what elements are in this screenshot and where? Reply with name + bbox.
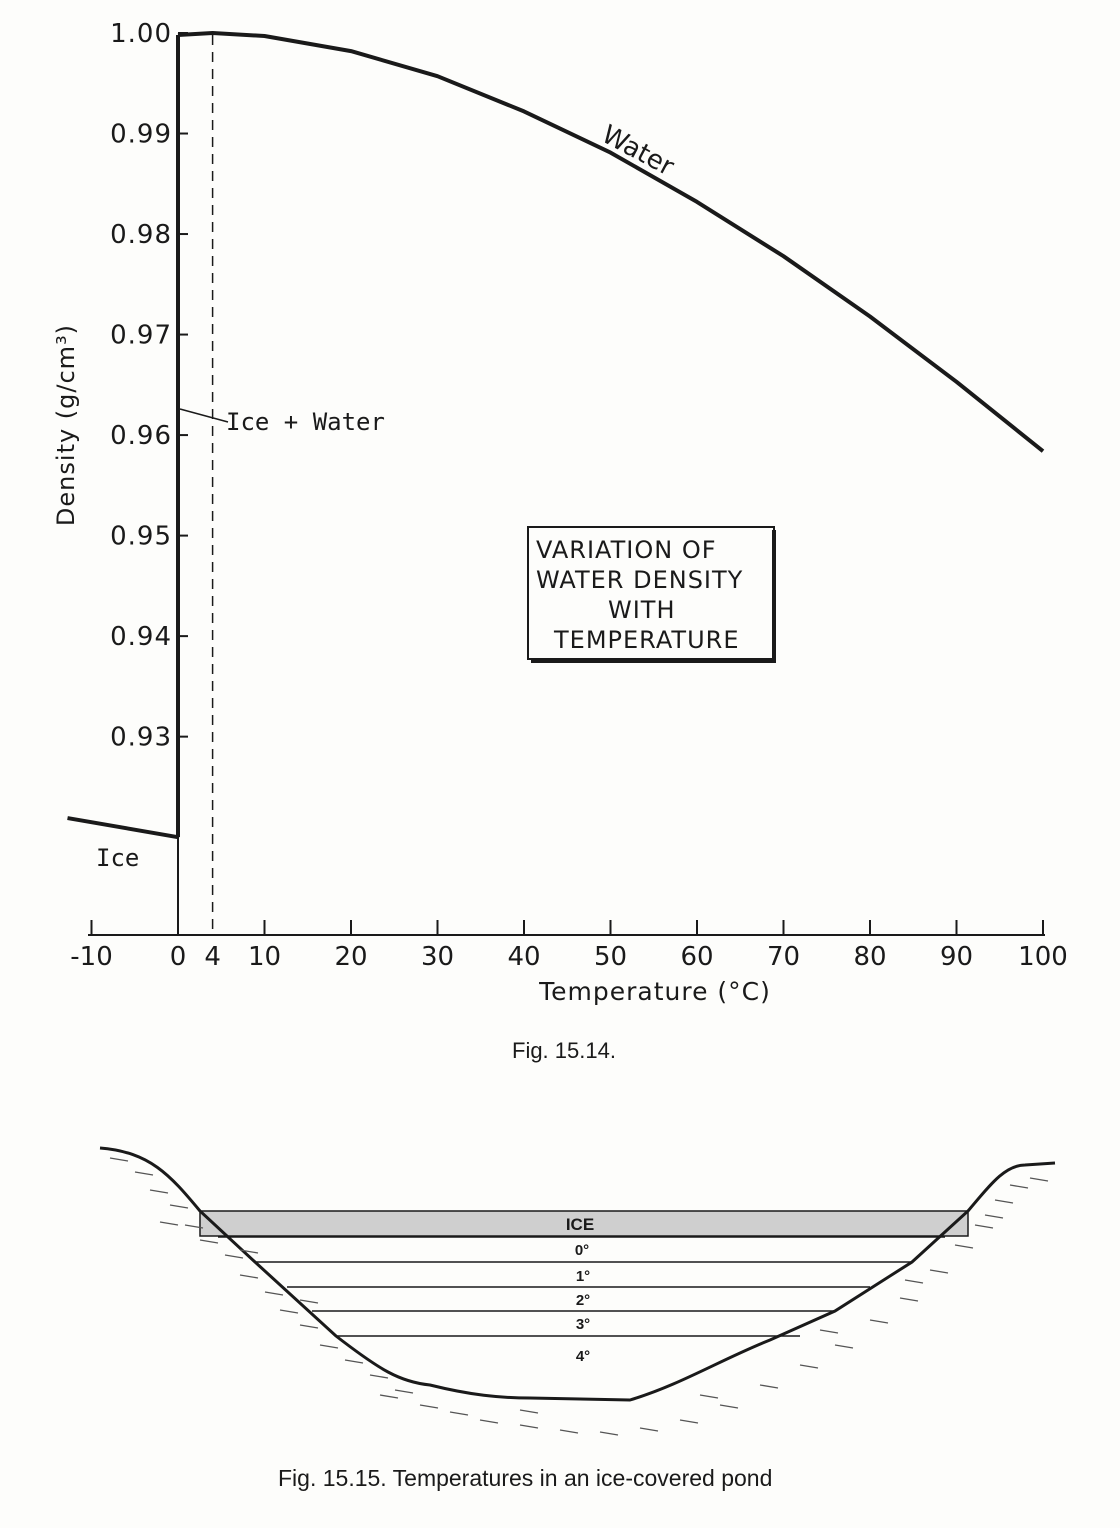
- hatch-mark: [519, 1424, 539, 1429]
- pond-diagram: ICE 0° 1° 2° 3° 4°: [99, 1146, 1056, 1436]
- x-tick-label: 30: [421, 942, 454, 972]
- y-tick-label: 0.97: [110, 321, 172, 351]
- pond-label-0: 0°: [575, 1242, 589, 1259]
- hatch-mark: [679, 1419, 699, 1424]
- x-tick-label: 10: [248, 942, 281, 972]
- ice-annotation: Ice: [96, 844, 139, 872]
- hatch-mark: [929, 1269, 949, 1274]
- title-line-4: TEMPERATURE: [553, 626, 740, 654]
- hatch-mark: [559, 1429, 579, 1434]
- hatch-mark: [134, 1171, 154, 1176]
- hatch-mark: [159, 1221, 179, 1226]
- x-tick-label: -10: [70, 942, 112, 972]
- x-tick-label: 100: [1018, 942, 1068, 972]
- hatch-mark: [299, 1324, 319, 1329]
- hatch-mark: [449, 1411, 469, 1416]
- y-tick-label: 0.93: [110, 723, 172, 753]
- hatch-mark: [904, 1279, 924, 1284]
- ice-water-leader: [179, 408, 229, 423]
- title-line-2: WATER DENSITY: [536, 566, 743, 594]
- hatch-mark: [379, 1394, 399, 1399]
- y-axis-title: Density (g/cm³): [52, 324, 80, 526]
- water-series-line: [177, 31, 1045, 453]
- hatch-mark: [974, 1224, 994, 1229]
- ice-layer: [199, 1210, 969, 1237]
- y-tick-label: 1.00: [110, 19, 172, 49]
- hatch-mark: [834, 1344, 854, 1349]
- hatch-mark: [719, 1404, 739, 1409]
- hatch-mark: [1009, 1184, 1029, 1189]
- hatch-mark: [994, 1199, 1014, 1204]
- hatch-mark: [799, 1364, 819, 1369]
- x-tick-label: 80: [853, 942, 886, 972]
- hatch-mark: [169, 1204, 189, 1209]
- hatch-mark: [419, 1404, 439, 1409]
- hatch-mark: [149, 1189, 169, 1194]
- x-axis-title: Temperature (°C): [538, 977, 771, 1006]
- y-tick-label: 0.94: [110, 622, 172, 652]
- hatch-mark: [1029, 1177, 1049, 1182]
- hatch-mark: [109, 1157, 129, 1162]
- hatch-mark: [369, 1374, 389, 1379]
- pond-label-1: 1°: [576, 1268, 590, 1285]
- x-tick-label: 60: [680, 942, 713, 972]
- hatch-mark: [899, 1297, 919, 1302]
- pond-label-3: 3°: [576, 1316, 590, 1333]
- hatch-mark: [199, 1239, 219, 1244]
- hatch-mark: [599, 1431, 619, 1436]
- hatch-mark: [239, 1249, 259, 1254]
- x-tick-label: 0: [170, 942, 187, 972]
- y-tick-label: 0.99: [110, 120, 172, 150]
- hatch-mark: [184, 1224, 204, 1229]
- hatch-mark: [759, 1384, 779, 1389]
- hatch-mark: [954, 1244, 974, 1249]
- hatch-mark: [394, 1389, 414, 1394]
- x-tick-label: 40: [507, 942, 540, 972]
- y-axis: 1.00 0.99 0.98 0.97 0.96 0.95 0.94 0.93: [110, 19, 188, 753]
- x-tick-label: 90: [940, 942, 973, 972]
- pond-label-2: 2°: [576, 1292, 590, 1309]
- x-tick-label: 70: [767, 942, 800, 972]
- ice-series-line: [67, 816, 179, 840]
- chart-series: [67, 31, 1045, 840]
- figure-caption-1: Fig. 15.14.: [512, 1038, 616, 1063]
- hatch-mark: [224, 1254, 244, 1259]
- pond-label-4: 4°: [576, 1348, 590, 1365]
- hatch-mark: [319, 1344, 339, 1349]
- pond-bank: [99, 1146, 1056, 1402]
- x-axis: -10 0 4 10 20 30 40 50 60 70 80 90 100: [70, 920, 1068, 972]
- figure-caption-2: Fig. 15.15. Temperatures in an ice-cover…: [278, 1465, 773, 1491]
- hatch-mark: [479, 1419, 499, 1424]
- water-annotation: Water: [597, 120, 679, 183]
- title-line-1: VARIATION OF: [536, 536, 717, 564]
- y-tick-label: 0.96: [110, 421, 172, 451]
- hatch-mark: [639, 1427, 659, 1432]
- pond-label-ice: ICE: [566, 1215, 594, 1234]
- x-tick-label: 4: [204, 942, 221, 972]
- hatch-mark: [869, 1319, 889, 1324]
- hatch-mark: [519, 1409, 539, 1414]
- y-tick-label: 0.98: [110, 220, 172, 250]
- hatch-mark: [819, 1329, 839, 1334]
- x-tick-label: 20: [334, 942, 367, 972]
- x-tick-label: 50: [594, 942, 627, 972]
- hatch-mark: [239, 1274, 259, 1279]
- y-tick-label: 0.95: [110, 522, 172, 552]
- hatch-mark: [984, 1214, 1004, 1219]
- hatch-mark: [279, 1309, 299, 1314]
- hatch-mark: [344, 1359, 364, 1364]
- hatch-mark: [699, 1394, 719, 1399]
- chart-axes: [88, 35, 1045, 936]
- title-box: VARIATION OF WATER DENSITY WITH TEMPERAT…: [527, 526, 776, 663]
- hatch-mark: [264, 1291, 284, 1296]
- ice-water-annotation: Ice + Water: [226, 408, 385, 436]
- soil-hatching: [109, 1157, 1049, 1436]
- title-line-3: WITH: [608, 596, 676, 624]
- hatch-mark: [299, 1299, 319, 1304]
